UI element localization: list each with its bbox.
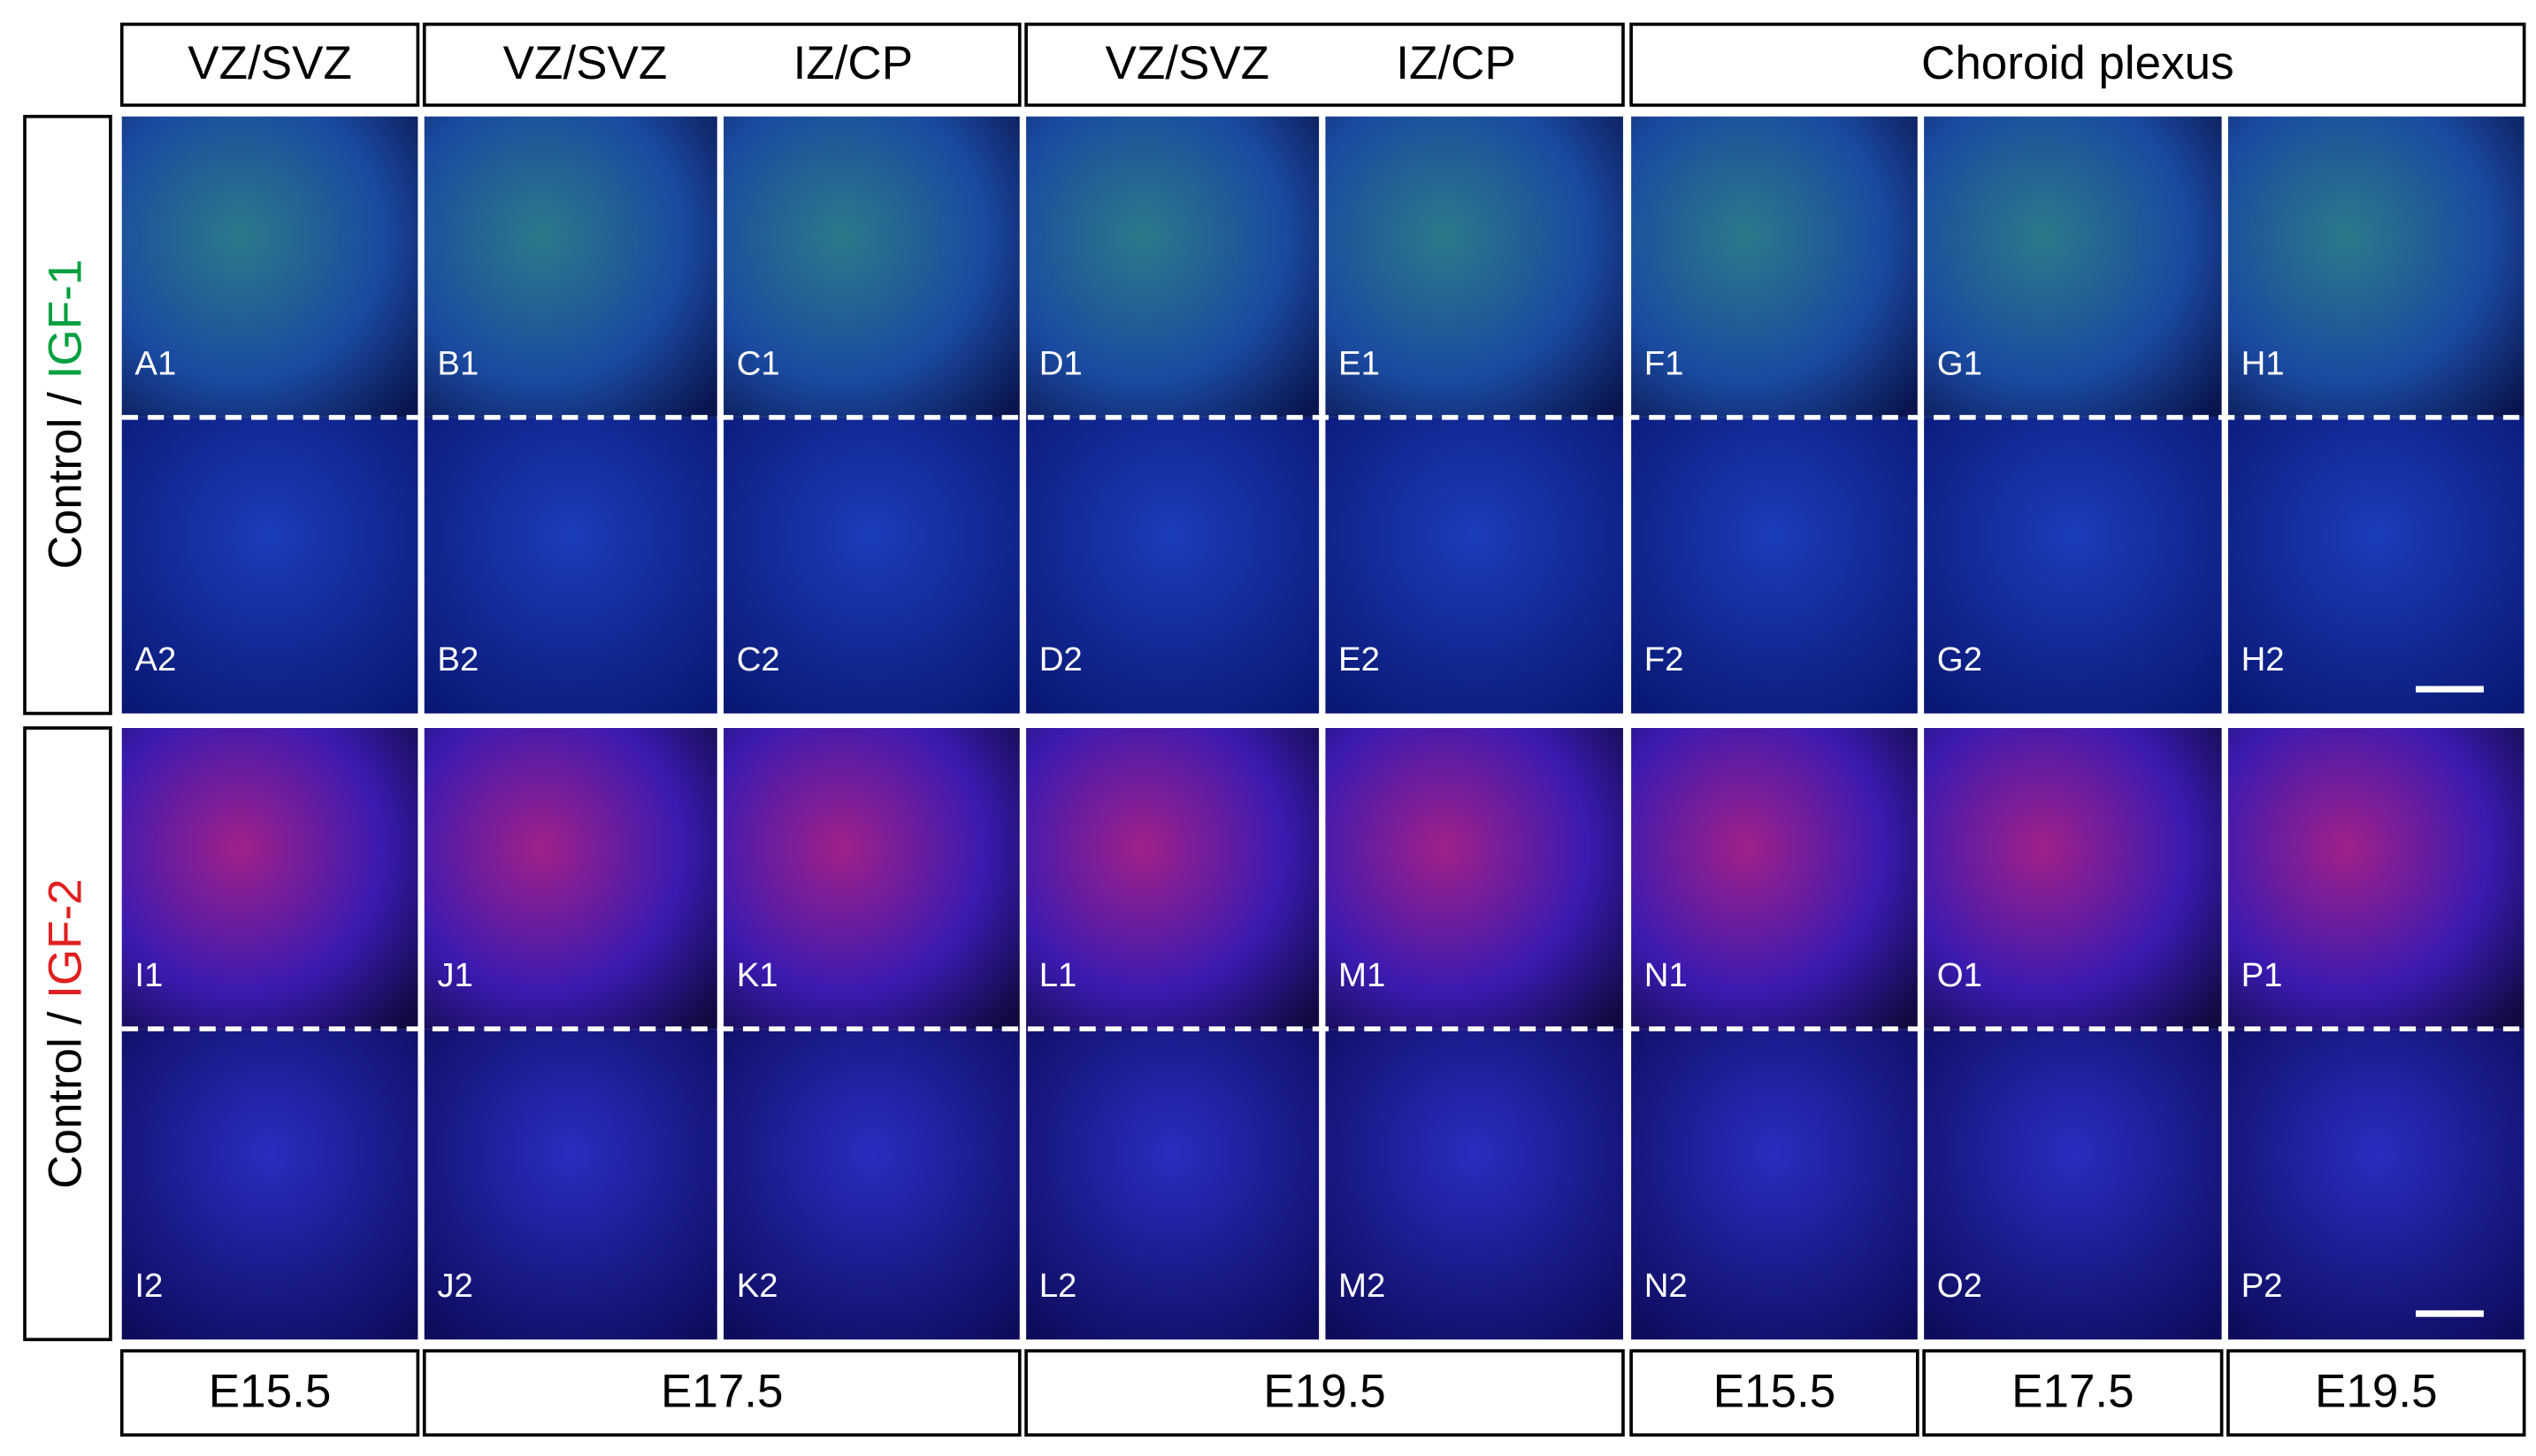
micrograph	[1325, 1029, 1623, 1340]
panel-label: P2	[2241, 1267, 2283, 1305]
panel-label: K2	[737, 1267, 778, 1305]
panel-label: H1	[2241, 344, 2285, 382]
micrograph	[1924, 116, 2222, 418]
micrograph	[724, 1029, 1020, 1340]
stage-box	[1922, 1349, 2224, 1437]
side-label-marker: IGF-2	[39, 878, 91, 999]
panel-label: L1	[1039, 956, 1077, 994]
micrograph	[424, 1029, 717, 1340]
panel-label: D2	[1039, 640, 1083, 678]
micrograph	[2227, 728, 2525, 1030]
micrograph	[1325, 728, 1623, 1030]
header-label: VZ/SVZ	[1105, 37, 1269, 89]
header-box	[1629, 22, 2526, 107]
micrograph	[1631, 728, 1918, 1030]
header-label: VZ/SVZ	[188, 37, 352, 89]
panel-label: G2	[1937, 640, 1982, 678]
panel-label: A2	[134, 640, 176, 678]
side-box	[23, 114, 112, 716]
panel-label: C1	[737, 344, 780, 382]
side-label: Control / IGF-1	[39, 259, 91, 570]
micrograph	[121, 116, 418, 418]
micrograph	[1325, 417, 1623, 714]
micrograph	[121, 728, 418, 1030]
micrograph	[424, 417, 717, 714]
panel-label: E2	[1338, 640, 1380, 678]
panel-label: O2	[1937, 1267, 1982, 1305]
panel-label: H2	[2241, 640, 2285, 678]
panel-label: B2	[437, 640, 479, 678]
micrograph	[2227, 417, 2525, 714]
panel-label: I2	[134, 1267, 163, 1305]
micrograph	[424, 116, 717, 418]
panel-label: E1	[1338, 344, 1380, 382]
micrograph	[1631, 116, 1918, 418]
panel-label: G1	[1937, 344, 1982, 382]
header-label: IZ/CP	[1396, 37, 1516, 89]
stage-label: E19.5	[2315, 1366, 2438, 1418]
panel-label: F1	[1644, 344, 1684, 382]
stage-label: E15.5	[209, 1366, 332, 1418]
header-box	[1024, 22, 1625, 107]
micrograph	[2227, 116, 2525, 418]
header-label: IZ/CP	[793, 37, 913, 89]
side-label-marker: IGF-1	[39, 259, 91, 379]
panel-label: P1	[2241, 956, 2283, 994]
micrograph	[1026, 728, 1320, 1030]
micrograph	[724, 116, 1020, 418]
micrograph	[1325, 116, 1623, 418]
micrograph	[1924, 417, 2222, 714]
micrograph	[2227, 1029, 2525, 1340]
side-box	[23, 726, 112, 1342]
stage-label: E17.5	[661, 1366, 784, 1418]
panel-label: B1	[437, 344, 479, 382]
stage-box	[422, 1349, 1022, 1437]
panel-label: J1	[437, 956, 473, 994]
panel-label: N1	[1644, 956, 1688, 994]
micrograph	[424, 728, 717, 1030]
panel-label: D1	[1039, 344, 1083, 382]
panel-label: C2	[737, 640, 780, 678]
micrograph	[1026, 116, 1320, 418]
micrograph	[121, 1029, 418, 1340]
micrograph	[1924, 728, 2222, 1030]
panel-label: M2	[1338, 1267, 1385, 1305]
side-label-prefix: Control /	[39, 999, 91, 1189]
stage-box	[1024, 1349, 1625, 1437]
header-label: VZ/SVZ	[503, 37, 668, 89]
micrograph	[1924, 1029, 2222, 1340]
panel-label: O1	[1937, 956, 1982, 994]
micrograph	[121, 417, 418, 714]
micrograph	[1026, 1029, 1320, 1340]
side-label: Control / IGF-2	[39, 878, 91, 1189]
micrograph	[724, 728, 1020, 1030]
panel-label: F2	[1644, 640, 1684, 678]
stage-label: E15.5	[1713, 1366, 1836, 1418]
micrograph	[1631, 417, 1918, 714]
panel-label: I1	[134, 956, 163, 994]
header-label: Choroid plexus	[1921, 37, 2234, 89]
stage-box	[119, 1349, 420, 1437]
micrograph	[724, 417, 1020, 714]
header-box	[422, 22, 1022, 107]
side-labels: Control / IGF-1 Control / IGF-2	[23, 114, 112, 1342]
panel-label: A1	[134, 344, 176, 382]
micrograph	[1026, 417, 1320, 714]
stage-label: E17.5	[2011, 1366, 2134, 1418]
panel-label: N2	[1644, 1267, 1688, 1305]
micrograph	[1631, 1029, 1918, 1340]
stage-box	[2226, 1349, 2526, 1437]
side-label-prefix: Control /	[39, 379, 91, 569]
panel-label: L2	[1039, 1267, 1077, 1305]
stage-label: E19.5	[1263, 1366, 1386, 1418]
panel-label: M1	[1338, 956, 1385, 994]
panel-label: K1	[737, 956, 778, 994]
stage-box	[1629, 1349, 1919, 1437]
header-box	[119, 22, 420, 107]
panel-label: J2	[437, 1267, 473, 1305]
